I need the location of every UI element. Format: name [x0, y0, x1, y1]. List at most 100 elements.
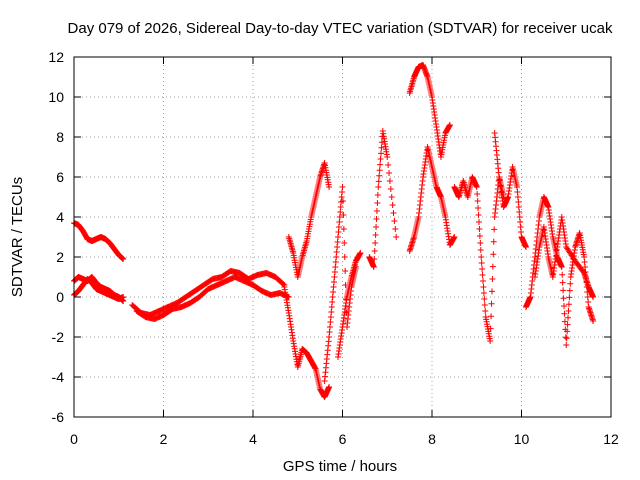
data-point [393, 234, 400, 240]
data-point [561, 303, 568, 309]
data-point [340, 226, 347, 232]
data-point [374, 192, 381, 198]
x-tick-label: 4 [249, 431, 257, 447]
data-point [475, 205, 482, 211]
data-point [357, 250, 364, 256]
data-point [446, 122, 453, 128]
data-point [280, 281, 287, 288]
data-point [560, 295, 567, 302]
data-point [490, 238, 497, 245]
data-point [392, 226, 399, 232]
data-point [340, 212, 347, 218]
data-point [559, 279, 566, 286]
data-point [389, 202, 396, 208]
data-point [566, 287, 573, 294]
y-tick-label: 4 [56, 209, 64, 225]
x-tick-label: 10 [514, 431, 530, 447]
data-point [120, 294, 127, 300]
data-point [474, 198, 481, 204]
y-tick-label: 10 [48, 89, 64, 105]
data-point [488, 313, 495, 320]
data-point [391, 218, 398, 224]
data-point [378, 139, 385, 146]
data-point [565, 308, 572, 314]
data-point [477, 247, 484, 253]
data-point [386, 178, 393, 184]
data-point [489, 276, 496, 282]
data-point [384, 154, 391, 160]
data-point [565, 314, 572, 321]
data-point [590, 318, 597, 324]
data-point [487, 325, 494, 332]
data-point [561, 310, 568, 317]
data-point [375, 184, 382, 190]
data-point [475, 212, 482, 218]
data-point [341, 240, 348, 246]
data-point [451, 234, 458, 240]
data-point [386, 170, 393, 176]
y-tick-label: 0 [56, 289, 64, 305]
data-point [342, 268, 349, 274]
data-point [480, 284, 487, 290]
data-point [377, 150, 384, 157]
y-tick-label: 8 [56, 129, 64, 145]
data-point [374, 200, 381, 206]
data-point [370, 264, 377, 270]
data-point [481, 296, 488, 302]
data-point [590, 294, 597, 300]
data-point [390, 210, 397, 216]
data-point [488, 288, 495, 295]
data-point [476, 226, 483, 232]
data-point [341, 254, 348, 260]
data-point [480, 290, 487, 296]
y-tick-label: -6 [52, 409, 65, 425]
data-point [562, 334, 569, 341]
data-point [490, 251, 497, 258]
data-point [560, 287, 567, 294]
data-point [377, 161, 384, 168]
data-point [476, 233, 483, 239]
data-point [326, 184, 333, 190]
data-point [378, 144, 385, 151]
data-point [480, 278, 487, 284]
data-point [371, 248, 378, 254]
data-point [478, 260, 485, 266]
data-point [563, 335, 570, 342]
data-point [373, 208, 380, 214]
data-point [375, 178, 382, 185]
y-tick-label: 2 [56, 249, 64, 265]
data-point [567, 280, 574, 287]
x-tick-label: 2 [160, 431, 168, 447]
x-tick-label: 12 [603, 431, 619, 447]
data-point [326, 384, 333, 390]
data-point [478, 254, 485, 260]
x-tick-label: 8 [428, 431, 436, 447]
data-point [489, 263, 496, 270]
data-point [565, 301, 572, 308]
data-point [120, 256, 127, 262]
y-tick-label: 6 [56, 169, 64, 185]
data-point [479, 272, 486, 278]
data-point [558, 264, 565, 270]
data-point [563, 342, 570, 348]
x-axis-label: GPS time / hours [283, 458, 397, 475]
data-point [564, 321, 571, 328]
data-point [373, 224, 380, 230]
data-point [388, 194, 395, 200]
x-tick-label: 0 [70, 431, 78, 447]
tick-labels: 0 2 4 6 8 10 12 -6 -4 -2 0 2 4 6 8 10 12 [48, 49, 619, 447]
data-point [564, 328, 571, 335]
data-point [479, 266, 486, 272]
data-point [477, 240, 484, 246]
y-tick-label: -2 [52, 329, 65, 345]
data-point [339, 198, 346, 204]
y-tick-label: 12 [48, 49, 64, 65]
data-point [373, 216, 380, 222]
data-point [387, 186, 394, 192]
data-point [566, 294, 573, 301]
y-axis-label: SDTVAR / TECUs [9, 177, 26, 297]
data-point [377, 156, 384, 162]
data-point [482, 308, 489, 314]
data-point [372, 240, 379, 246]
data-point [481, 302, 488, 308]
